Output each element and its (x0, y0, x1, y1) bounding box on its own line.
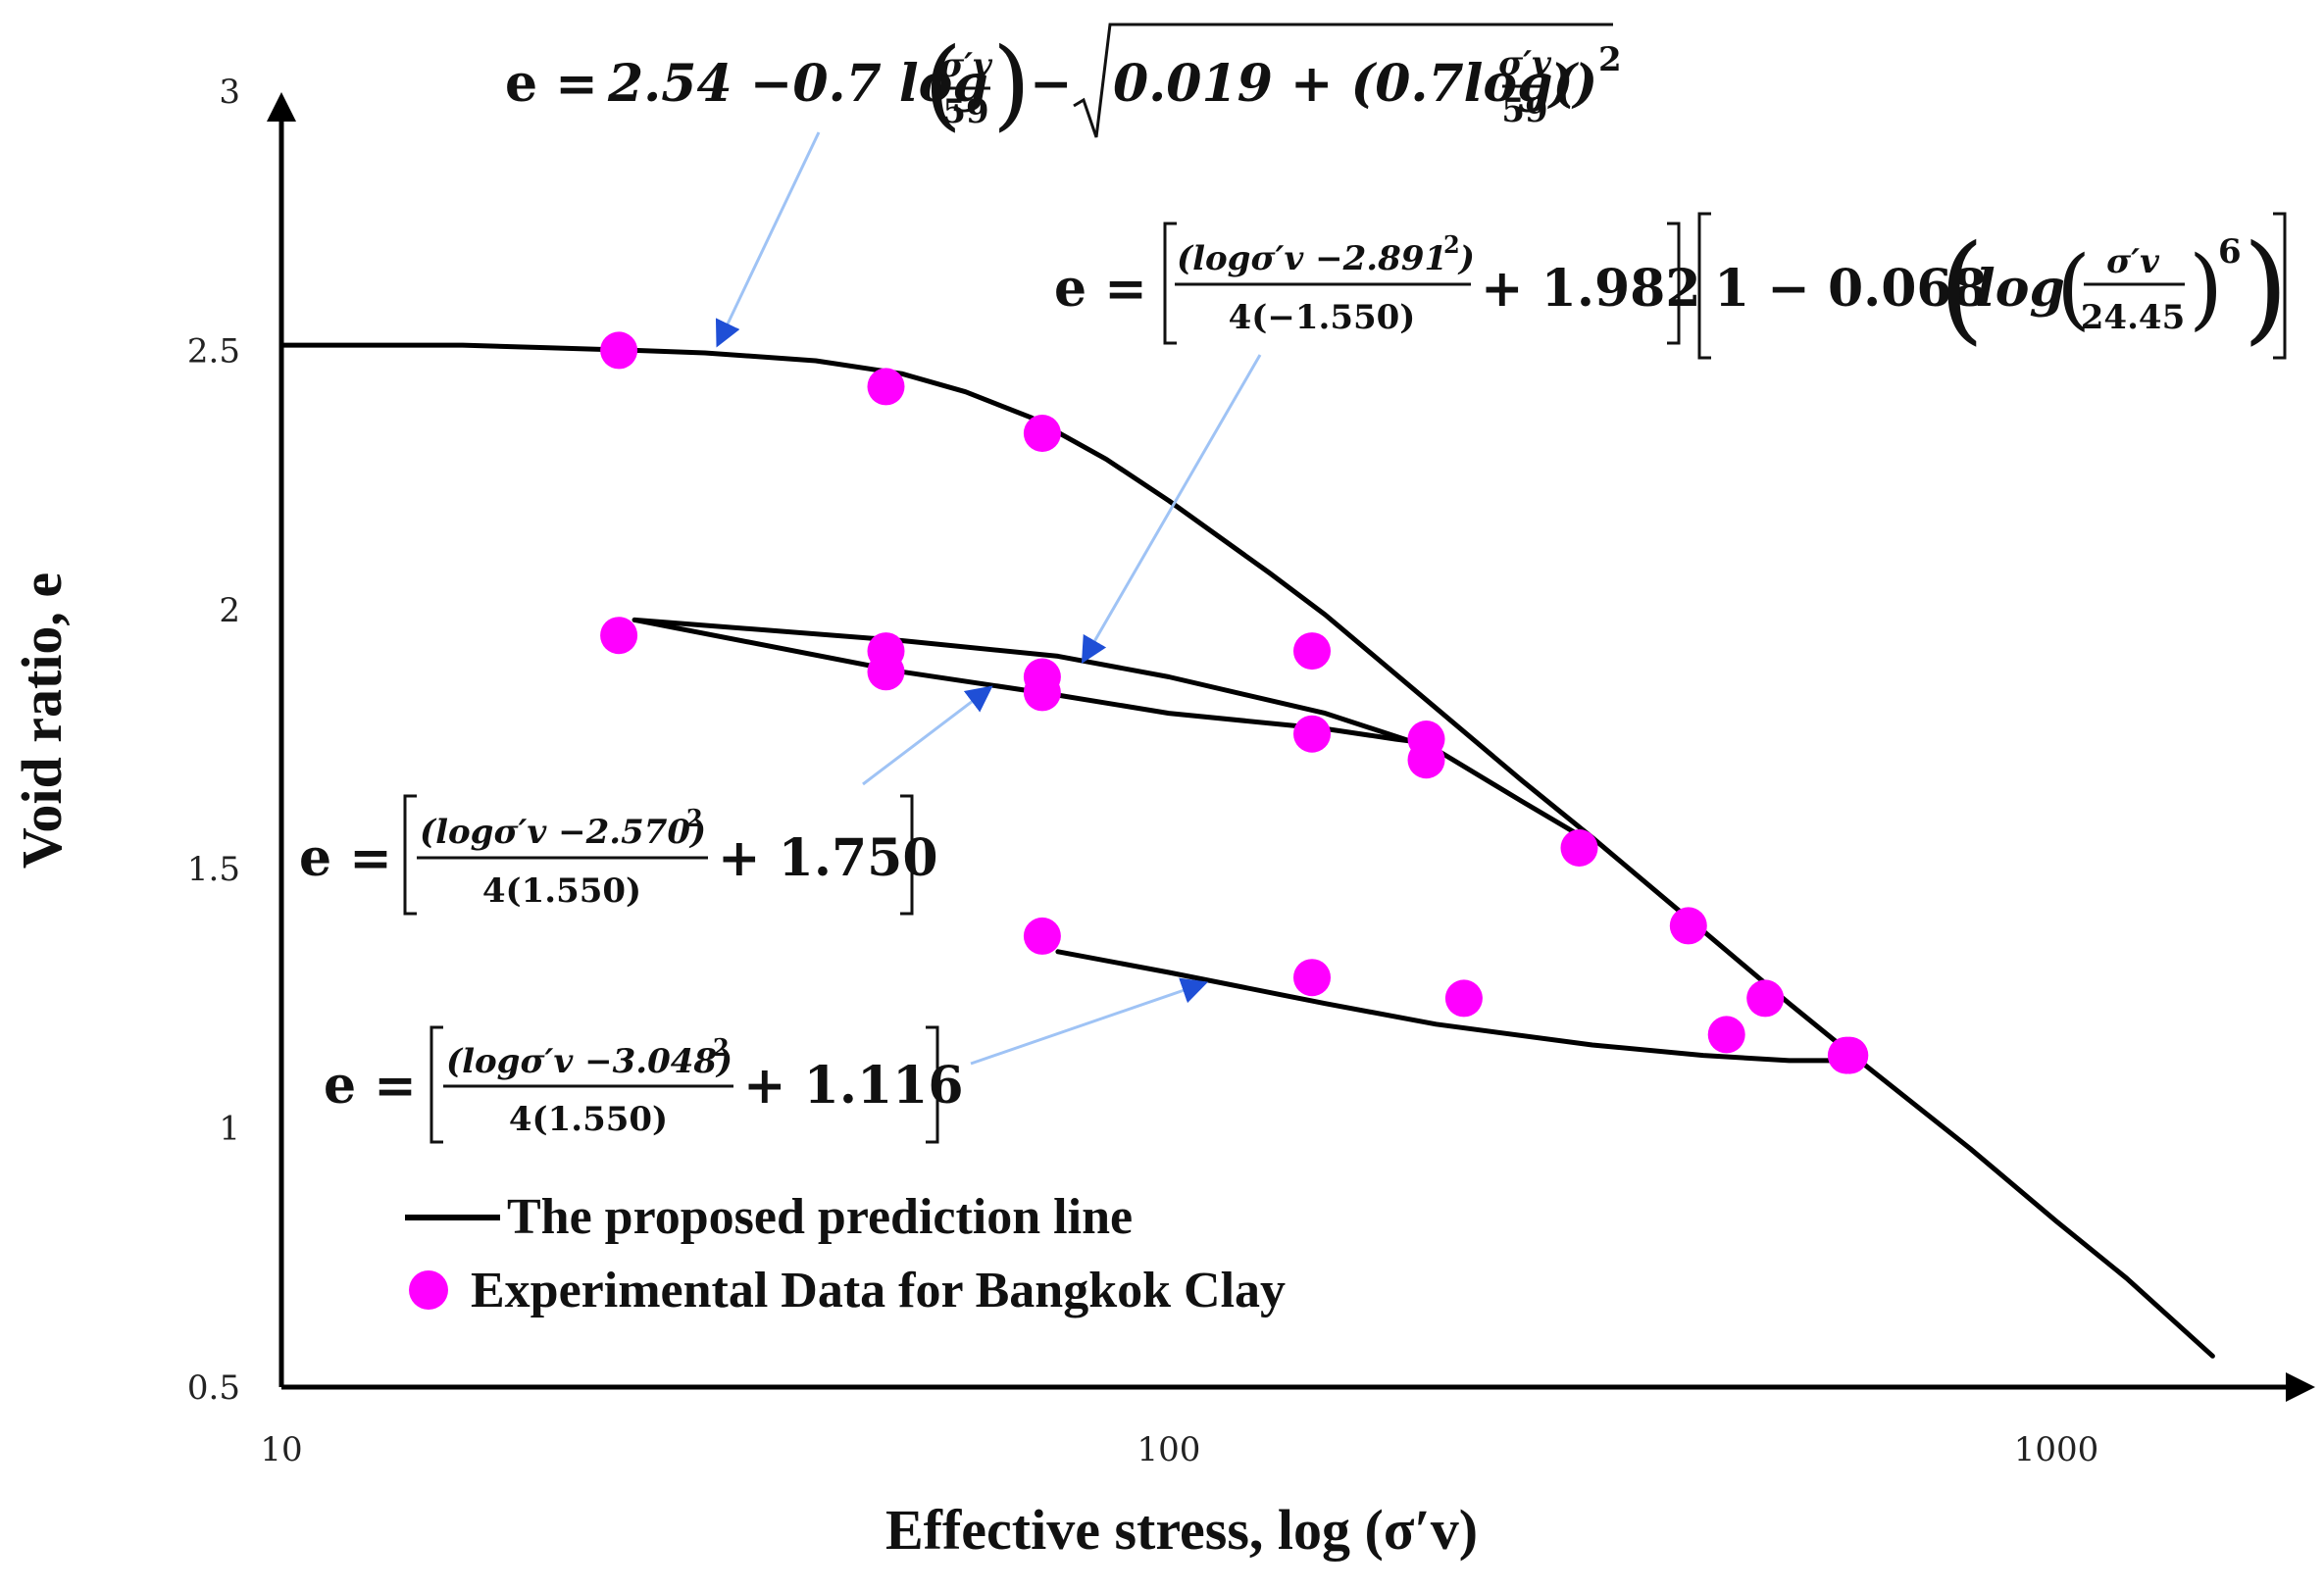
eq1-term: 2.54 −0.7 log (607, 54, 988, 114)
prediction-line-segment-1 (632, 617, 1595, 846)
eq3-bracket-close (900, 794, 914, 916)
equation-4: e = (logσ′v −3.048) 2 4(1.550) + 1.116 (324, 1025, 964, 1144)
eq1-lead: e = (505, 54, 598, 114)
eq4-frac-num: (logσ′v −3.048) (446, 1042, 733, 1081)
eq2-log: log (1976, 259, 2065, 319)
prediction-line-segment-0 (278, 342, 2215, 1359)
eq3-frac-num-power: 2 (686, 804, 703, 832)
eq1-minus: − (1030, 54, 1073, 114)
data-point-5 (867, 653, 905, 691)
equation-1: e = 2.54 −0.7 log ( σ′v 59 ) − 0.019 + (… (505, 23, 1622, 141)
data-point-3 (600, 617, 638, 655)
eq4-constant: + 1.116 (743, 1056, 964, 1116)
legend-point-label: Experimental Data for Bangkok Clay (471, 1263, 1286, 1318)
legend-point-swatch (409, 1270, 448, 1310)
y-tick-label-0: 0.5 (187, 1368, 240, 1408)
eq1-paren-close: ) (992, 26, 1031, 141)
eq3-constant: + 1.750 (718, 828, 938, 888)
eq2-bracket-open (1163, 222, 1177, 345)
data-point-18 (1444, 979, 1483, 1018)
data-point-1 (867, 368, 905, 406)
eq2-constant: + 1.982 (1481, 259, 1701, 319)
eq1-paren-open: ( (924, 26, 962, 141)
data-point-19 (1707, 1016, 1745, 1054)
y-tick-label-1: 1 (219, 1110, 240, 1149)
eq1-sqrt-tail: )) (1547, 54, 1597, 114)
eq3-bracket-open (403, 794, 417, 916)
data-point-7 (1023, 673, 1061, 712)
data-point-9 (1293, 715, 1331, 753)
data-point-14 (1746, 979, 1785, 1018)
eq3-lead: e = (299, 828, 392, 888)
equation-arrow-2 (1081, 354, 1262, 665)
x-tick-label-2: 1000 (2014, 1430, 2099, 1469)
eq2-power: 6 (2218, 232, 2242, 272)
equation-arrow-1 (715, 131, 821, 348)
data-point-12 (1560, 829, 1598, 867)
eq4-frac-num-power: 2 (713, 1033, 730, 1062)
eq4-lead: e = (324, 1056, 417, 1116)
eq1-power: 2 (1598, 40, 1622, 79)
legend: The proposed prediction line Experimenta… (405, 1189, 1286, 1318)
eq1-sqrt-text: 0.019 + (0.7log( (1113, 54, 1579, 114)
eq1-sqrt-sign (1073, 23, 1613, 138)
x-tick-labels: 10 100 1000 (260, 1430, 2098, 1469)
eq2-bracket2-close (2273, 212, 2287, 360)
x-tick-label-1: 100 (1137, 1430, 1201, 1469)
y-tick-label-2: 1.5 (187, 850, 240, 889)
eq1-frac-den: 59 (942, 92, 988, 131)
eq2-frac-num: (logσ′v −2.891 ) (1177, 239, 1475, 278)
experimental-points (600, 331, 1869, 1074)
eq4-bracket-close (926, 1025, 939, 1144)
x-tick-label-0: 10 (260, 1430, 302, 1469)
y-tick-label-4: 2.5 (187, 331, 240, 371)
prediction-line-segment-3 (1055, 949, 1862, 1064)
eq2-bracket2-open (1697, 212, 1711, 360)
data-point-0 (600, 331, 638, 370)
y-tick-label-5: 3 (219, 73, 240, 112)
y-tick-labels: 0.5 1 1.5 2 2.5 3 (187, 73, 240, 1408)
eq2-frac-num-power: 2 (1443, 230, 1460, 259)
y-tick-label-3: 2 (219, 591, 240, 630)
eq4-frac-den: 4(1.550) (509, 1100, 668, 1139)
eq2-lead: e = (1054, 259, 1147, 319)
data-point-11 (1407, 741, 1445, 779)
eq2-frac-den: 4(−1.550) (1229, 298, 1416, 337)
eq2-inner-den: 24.45 (2081, 298, 2185, 337)
legend-line-label: The proposed prediction line (507, 1189, 1133, 1245)
eq1-sqrt-frac-den: 59 (1501, 91, 1547, 130)
equation-3: e = (logσ′v −2.570) 2 4(1.550) + 1.750 (299, 794, 938, 916)
eq2-bracket-close (1667, 222, 1681, 345)
eq2-paren2-open: ( (2056, 237, 2091, 340)
eq1-sqrt-frac-num: σ′v (1498, 44, 1552, 83)
eq2-paren-open: ( (1939, 221, 1985, 357)
equation-2: e = (logσ′v −2.891 ) 2 4(−1.550) + 1.982… (1054, 212, 2289, 360)
eq1-frac-num: σ′v (939, 46, 993, 85)
axes (267, 92, 2315, 1402)
data-point-8 (1293, 632, 1331, 671)
eq2-paren-close: ) (2243, 221, 2289, 357)
eq2-paren2-close: ) (2189, 237, 2223, 340)
data-point-16 (1023, 917, 1061, 955)
equation-arrow-3 (862, 685, 993, 786)
y-axis-title: Void ratio, e (10, 572, 74, 869)
eq3-frac-num: (logσ′v −2.570) (420, 813, 706, 852)
data-point-17 (1293, 959, 1331, 997)
eq2-bracket2-text: 1 − 0.068 (1714, 259, 1988, 319)
eq3-frac-den: 4(1.550) (482, 871, 641, 911)
x-axis-title: Effective stress, log (σ′v) (885, 1498, 1478, 1562)
data-point-2 (1023, 415, 1061, 452)
data-point-13 (1669, 907, 1707, 945)
eq4-bracket-open (429, 1025, 443, 1144)
equation-arrows (715, 131, 1262, 1066)
data-point-20 (1831, 1036, 1869, 1074)
eq2-inner-num: σ′v (2106, 242, 2160, 281)
equation-arrow-4 (970, 977, 1209, 1066)
